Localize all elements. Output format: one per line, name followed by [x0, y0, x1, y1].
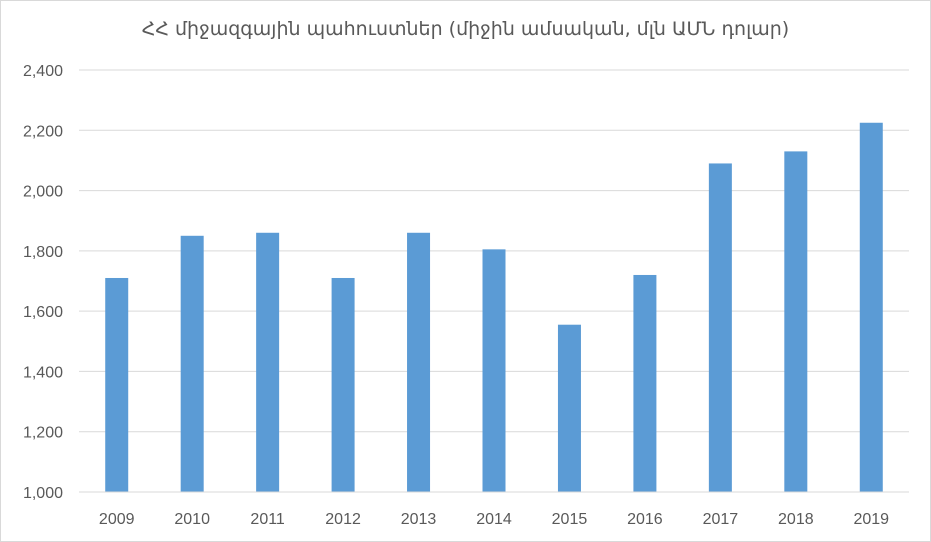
y-tick-label: 1,600: [23, 304, 63, 321]
x-tick-label: 2012: [325, 511, 361, 528]
bar-2017: [708, 163, 732, 492]
y-tick-label: 2,000: [23, 184, 63, 201]
bar-2019: [859, 122, 883, 492]
bars: [105, 122, 883, 493]
x-tick-label: 2019: [853, 511, 889, 528]
y-tick-label: 1,200: [23, 425, 63, 442]
y-tick-label: 1,800: [23, 244, 63, 261]
x-tick-label: 2010: [174, 511, 210, 528]
x-tick-label: 2014: [476, 511, 512, 528]
x-tick-label: 2015: [552, 511, 588, 528]
bar-2015: [557, 324, 581, 492]
bar-2016: [633, 274, 657, 492]
bar-2010: [180, 235, 204, 493]
y-axis-labels: 1,000 1,200 1,400 1,600 1,800 2,000 2,200 2,400: [23, 63, 63, 502]
x-axis-labels: 2009 2010 2011 2012 2013 2014 2015 2016 2017 2018…: [99, 511, 889, 528]
bar-2014: [482, 249, 506, 492]
y-tick-label: 1,000: [23, 485, 63, 502]
x-tick-label: 2016: [627, 511, 663, 528]
x-tick-label: 2013: [401, 511, 437, 528]
y-tick-label: 1,400: [23, 364, 63, 381]
x-tick-label: 2011: [250, 511, 285, 528]
bar-2013: [407, 232, 431, 492]
x-tick-label: 2017: [703, 511, 739, 528]
bar-2018: [784, 151, 808, 492]
chart-title: ՀՀ միջազգային պահուստներ (միջին ամսական,…: [141, 18, 790, 40]
y-tick-label: 2,200: [23, 123, 63, 140]
x-tick-label: 2009: [99, 511, 135, 528]
y-tick-label: 2,400: [23, 63, 63, 80]
bar-2011: [256, 232, 280, 492]
bar-2009: [105, 277, 129, 492]
bar-2012: [331, 277, 355, 492]
x-tick-label: 2018: [778, 511, 814, 528]
